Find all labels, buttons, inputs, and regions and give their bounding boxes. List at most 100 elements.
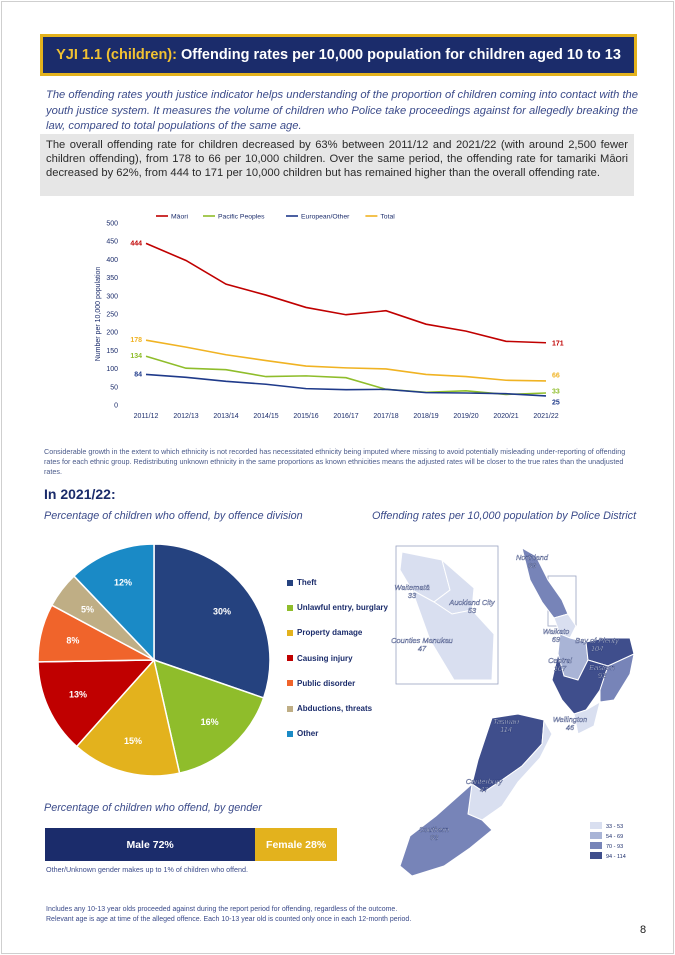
legend-swatch	[287, 705, 293, 712]
pie-chart: 30% 16% 15% 13% 8% 5% 12%	[37, 543, 271, 777]
legend-label: Public disorder	[297, 678, 356, 688]
district-eastern	[599, 653, 635, 703]
district-value: 107	[554, 664, 567, 673]
district-label: Canterbury	[466, 777, 504, 786]
pie-slice	[37, 659, 156, 748]
summary-box: The overall offending rate for children …	[40, 134, 634, 196]
auckland-inset-counties	[411, 588, 495, 681]
gender-note: Other/Unknown gender makes up to 1% of c…	[46, 865, 249, 874]
district-wellington	[573, 700, 601, 735]
series-line	[145, 355, 547, 396]
intro-text: The offending rates youth justice indica…	[46, 89, 638, 132]
y-tick-label: 0	[114, 403, 118, 410]
x-tick-label: 2015/16	[293, 413, 318, 420]
district-label: Bay of Plenty	[575, 636, 620, 645]
line-chart: Number per 10,000 population 0 50 100 150 200…	[95, 214, 564, 421]
footnote-line-2: Relevant age is age at time of the alleg…	[46, 916, 412, 923]
gender-bar: Male 72% Female 28%	[45, 828, 337, 861]
gender-title: Percentage of children who offend, by ge…	[44, 802, 262, 814]
legend-label: Other	[297, 729, 319, 739]
district-label: Northland	[516, 553, 549, 562]
district-value: 83	[430, 833, 439, 842]
pie-slice-label: 16%	[201, 717, 219, 727]
pie-legend: Theft Unlawful entry, burglary Property da…	[287, 570, 388, 746]
y-tick-label: 50	[110, 384, 118, 391]
district-southern	[399, 782, 493, 877]
series-end-label: 171	[552, 340, 564, 347]
gender-male-segment: Male 72%	[45, 828, 256, 861]
page-header: YJI 1.1 (children): Offending rates per …	[40, 34, 637, 76]
series-line	[145, 242, 547, 344]
map-legend-label: 54 - 69	[606, 834, 623, 840]
x-tick-label: 2011/12	[134, 413, 159, 420]
pie-slice-label: 8%	[66, 635, 79, 645]
series-start-label: 178	[130, 337, 142, 344]
series-start-label: 84	[134, 371, 142, 378]
district-label: Central	[548, 656, 572, 665]
pie-slice-label: 12%	[114, 577, 132, 587]
map-legend-label: 70 - 93	[606, 844, 623, 850]
legend-swatch	[287, 730, 293, 737]
x-tick-label: 2020/21	[493, 413, 518, 420]
x-tick-label: 2012/13	[173, 413, 198, 420]
y-tick-label: 150	[106, 348, 118, 355]
x-tick-label: 2017/18	[373, 413, 398, 420]
x-tick-label: 2013/14	[213, 413, 238, 420]
map-legend-swatch	[590, 822, 602, 829]
indicator-code: YJI 1.1 (children):	[56, 47, 177, 63]
x-tick-label: 2014/15	[253, 413, 278, 420]
district-value: 53	[468, 606, 477, 615]
legend-item: Property damage	[287, 620, 388, 645]
district-label: Waitematā	[394, 583, 429, 592]
series-start-label: 134	[130, 353, 142, 360]
district-value: 46	[566, 723, 575, 732]
y-tick-label: 400	[106, 257, 118, 264]
district-value: 47	[480, 785, 489, 794]
legend-item: Other	[287, 721, 388, 746]
legend-label: Total	[380, 214, 395, 221]
series-line	[145, 339, 547, 382]
pie-slice-label: 13%	[69, 690, 87, 700]
legend-label: Abductions, threats	[297, 704, 373, 714]
legend-swatch	[287, 680, 293, 687]
indicator-title: Offending rates per 10,000 population fo…	[180, 47, 621, 63]
district-value: 93	[598, 671, 607, 680]
y-tick-label: 450	[106, 239, 118, 246]
legend-label: Unlawful entry, burglary	[297, 603, 388, 613]
map-legend-swatch	[590, 832, 602, 839]
x-tick-label: 2016/17	[333, 413, 358, 420]
series-start-label: 444	[130, 240, 142, 247]
y-axis-label: Number per 10,000 population	[95, 267, 102, 362]
legend-label: Pacific Peoples	[218, 214, 265, 221]
legend-swatch	[287, 629, 293, 636]
district-label: Auckland City	[448, 598, 495, 607]
pie-slice-label: 30%	[213, 607, 231, 617]
district-label: Eastern	[589, 663, 614, 672]
district-value: 114	[500, 725, 512, 734]
district-value: 89	[528, 561, 536, 570]
legend-item: Abductions, threats	[287, 696, 388, 721]
map-legend-swatch	[590, 852, 602, 859]
pie-slice	[153, 543, 271, 699]
section-title: In 2021/22:	[44, 486, 116, 502]
legend-swatch	[287, 604, 293, 611]
y-tick-label: 500	[106, 221, 118, 228]
ethnicity-note: Considerable growth in the extent to whi…	[44, 447, 626, 476]
legend-label: Property damage	[297, 628, 363, 638]
legend-item: Theft	[287, 570, 388, 595]
y-tick-label: 350	[106, 275, 118, 282]
legend-item: Causing injury	[287, 646, 388, 671]
legend-swatch	[287, 655, 293, 662]
legend-label: European/Other	[301, 214, 350, 221]
y-tick-label: 300	[106, 293, 118, 300]
district-label: Waikato	[543, 627, 570, 636]
map-legend-label: 94 - 114	[606, 854, 626, 860]
x-tick-label: 2021/22	[533, 413, 558, 420]
district-value: 47	[418, 644, 427, 653]
y-tick-label: 100	[106, 366, 118, 373]
district-value: 69	[552, 635, 560, 644]
legend-item: Unlawful entry, burglary	[287, 595, 388, 620]
